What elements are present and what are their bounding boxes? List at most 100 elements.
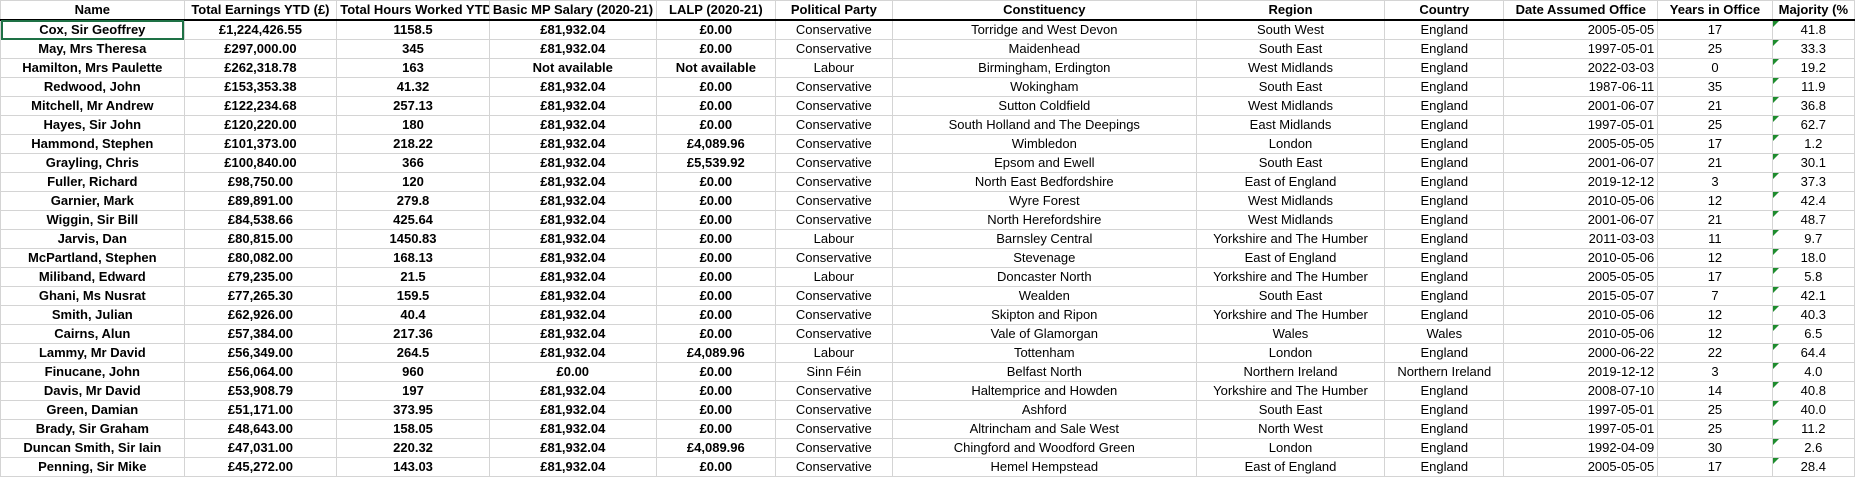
cell-majority[interactable]: 42.1 xyxy=(1771,286,1855,306)
cell-region[interactable]: London xyxy=(1195,134,1386,154)
cell-total-earnings[interactable]: £80,082.00 xyxy=(183,248,338,268)
cell-majority[interactable]: 64.4 xyxy=(1771,343,1855,363)
cell-constituency[interactable]: Barnsley Central xyxy=(891,229,1197,249)
cell-date-assumed-office[interactable]: 2010-05-06 xyxy=(1503,305,1659,325)
cell-political-party[interactable]: Conservative xyxy=(774,210,893,230)
cell-lalp[interactable]: £0.00 xyxy=(655,267,776,287)
cell-years-in-office[interactable]: 22 xyxy=(1657,343,1773,363)
cell-constituency[interactable]: Wimbledon xyxy=(891,134,1197,154)
cell-majority[interactable]: 2.6 xyxy=(1771,438,1855,458)
cell-basic-salary[interactable]: £81,932.04 xyxy=(488,267,657,287)
cell-constituency[interactable]: Wokingham xyxy=(891,77,1197,97)
cell-name[interactable]: Smith, Julian xyxy=(0,305,185,325)
cell-constituency[interactable]: Vale of Glamorgan xyxy=(891,324,1197,344)
cell-lalp[interactable]: £0.00 xyxy=(655,286,776,306)
cell-basic-salary[interactable]: £81,932.04 xyxy=(488,210,657,230)
cell-country[interactable]: Northern Ireland xyxy=(1384,362,1505,382)
cell-region[interactable]: South East xyxy=(1195,286,1386,306)
cell-name[interactable]: Duncan Smith, Sir Iain xyxy=(0,438,185,458)
cell-majority[interactable]: 37.3 xyxy=(1771,172,1855,192)
cell-basic-salary[interactable]: £81,932.04 xyxy=(488,343,657,363)
cell-constituency[interactable]: Wealden xyxy=(891,286,1197,306)
cell-lalp[interactable]: £0.00 xyxy=(655,229,776,249)
cell-political-party[interactable]: Conservative xyxy=(774,324,893,344)
cell-majority[interactable]: 28.4 xyxy=(1771,457,1855,477)
cell-constituency[interactable]: Chingford and Woodford Green xyxy=(891,438,1197,458)
cell-majority[interactable]: 19.2 xyxy=(1771,58,1855,78)
cell-region[interactable]: Yorkshire and The Humber xyxy=(1195,229,1386,249)
cell-date-assumed-office[interactable]: 2000-06-22 xyxy=(1503,343,1659,363)
cell-total-earnings[interactable]: £47,031.00 xyxy=(183,438,338,458)
cell-region[interactable]: West Midlands xyxy=(1195,191,1386,211)
cell-date-assumed-office[interactable]: 2005-05-05 xyxy=(1503,134,1659,154)
cell-total-hours[interactable]: 960 xyxy=(336,362,490,382)
cell-total-hours[interactable]: 279.8 xyxy=(336,191,490,211)
cell-constituency[interactable]: Sutton Coldfield xyxy=(891,96,1197,116)
cell-years-in-office[interactable]: 14 xyxy=(1657,381,1773,401)
cell-political-party[interactable]: Conservative xyxy=(774,19,893,40)
header-years-in-office[interactable]: Years in Office xyxy=(1657,0,1773,21)
cell-majority[interactable]: 40.3 xyxy=(1771,305,1855,325)
cell-years-in-office[interactable]: 7 xyxy=(1657,286,1773,306)
cell-years-in-office[interactable]: 21 xyxy=(1657,96,1773,116)
cell-country[interactable]: England xyxy=(1384,115,1505,135)
cell-constituency[interactable]: North East Bedfordshire xyxy=(891,172,1197,192)
cell-basic-salary[interactable]: £0.00 xyxy=(488,362,657,382)
cell-date-assumed-office[interactable]: 1997-05-01 xyxy=(1503,419,1659,439)
cell-date-assumed-office[interactable]: 2005-05-05 xyxy=(1503,267,1659,287)
cell-total-hours[interactable]: 1158.5 xyxy=(336,19,490,40)
cell-date-assumed-office[interactable]: 2005-05-05 xyxy=(1503,457,1659,477)
cell-lalp[interactable]: £4,089.96 xyxy=(655,343,776,363)
cell-lalp[interactable]: £0.00 xyxy=(655,400,776,420)
header-region[interactable]: Region xyxy=(1195,0,1386,21)
cell-country[interactable]: England xyxy=(1384,286,1505,306)
cell-total-earnings[interactable]: £45,272.00 xyxy=(183,457,338,477)
cell-name[interactable]: Penning, Sir Mike xyxy=(0,457,185,477)
cell-region[interactable]: West Midlands xyxy=(1195,58,1386,78)
cell-region[interactable]: Wales xyxy=(1195,324,1386,344)
cell-name[interactable]: Brady, Sir Graham xyxy=(0,419,185,439)
cell-country[interactable]: England xyxy=(1384,153,1505,173)
cell-lalp[interactable]: £0.00 xyxy=(655,96,776,116)
cell-basic-salary[interactable]: £81,932.04 xyxy=(488,381,657,401)
cell-majority[interactable]: 18.0 xyxy=(1771,248,1855,268)
cell-country[interactable]: England xyxy=(1384,134,1505,154)
cell-political-party[interactable]: Conservative xyxy=(774,457,893,477)
cell-majority[interactable]: 62.7 xyxy=(1771,115,1855,135)
cell-basic-salary[interactable]: £81,932.04 xyxy=(488,191,657,211)
cell-political-party[interactable]: Conservative xyxy=(774,191,893,211)
cell-lalp[interactable]: £0.00 xyxy=(655,457,776,477)
cell-majority[interactable]: 30.1 xyxy=(1771,153,1855,173)
cell-country[interactable]: England xyxy=(1384,77,1505,97)
cell-constituency[interactable]: Stevenage xyxy=(891,248,1197,268)
cell-total-hours[interactable]: 373.95 xyxy=(336,400,490,420)
cell-country[interactable]: England xyxy=(1384,248,1505,268)
cell-name[interactable]: Fuller, Richard xyxy=(0,172,185,192)
cell-country[interactable]: England xyxy=(1384,267,1505,287)
cell-lalp[interactable]: £0.00 xyxy=(655,77,776,97)
cell-lalp[interactable]: £0.00 xyxy=(655,172,776,192)
cell-majority[interactable]: 40.8 xyxy=(1771,381,1855,401)
cell-years-in-office[interactable]: 12 xyxy=(1657,248,1773,268)
cell-date-assumed-office[interactable]: 2010-05-06 xyxy=(1503,191,1659,211)
cell-date-assumed-office[interactable]: 2001-06-07 xyxy=(1503,96,1659,116)
cell-date-assumed-office[interactable]: 2001-06-07 xyxy=(1503,153,1659,173)
cell-political-party[interactable]: Conservative xyxy=(774,134,893,154)
cell-basic-salary[interactable]: £81,932.04 xyxy=(488,229,657,249)
cell-country[interactable]: England xyxy=(1384,305,1505,325)
cell-total-earnings[interactable]: £56,064.00 xyxy=(183,362,338,382)
cell-total-hours[interactable]: 40.4 xyxy=(336,305,490,325)
cell-region[interactable]: East Midlands xyxy=(1195,115,1386,135)
cell-political-party[interactable]: Conservative xyxy=(774,77,893,97)
cell-political-party[interactable]: Conservative xyxy=(774,248,893,268)
cell-total-hours[interactable]: 180 xyxy=(336,115,490,135)
cell-total-earnings[interactable]: £53,908.79 xyxy=(183,381,338,401)
cell-total-earnings[interactable]: £297,000.00 xyxy=(183,39,338,59)
cell-majority[interactable]: 4.0 xyxy=(1771,362,1855,382)
cell-region[interactable]: East of England xyxy=(1195,172,1386,192)
header-total-hours[interactable]: Total Hours Worked YTD xyxy=(336,0,490,21)
cell-basic-salary[interactable]: £81,932.04 xyxy=(488,134,657,154)
cell-constituency[interactable]: Epsom and Ewell xyxy=(891,153,1197,173)
cell-date-assumed-office[interactable]: 2005-05-05 xyxy=(1503,19,1659,40)
cell-date-assumed-office[interactable]: 1997-05-01 xyxy=(1503,115,1659,135)
